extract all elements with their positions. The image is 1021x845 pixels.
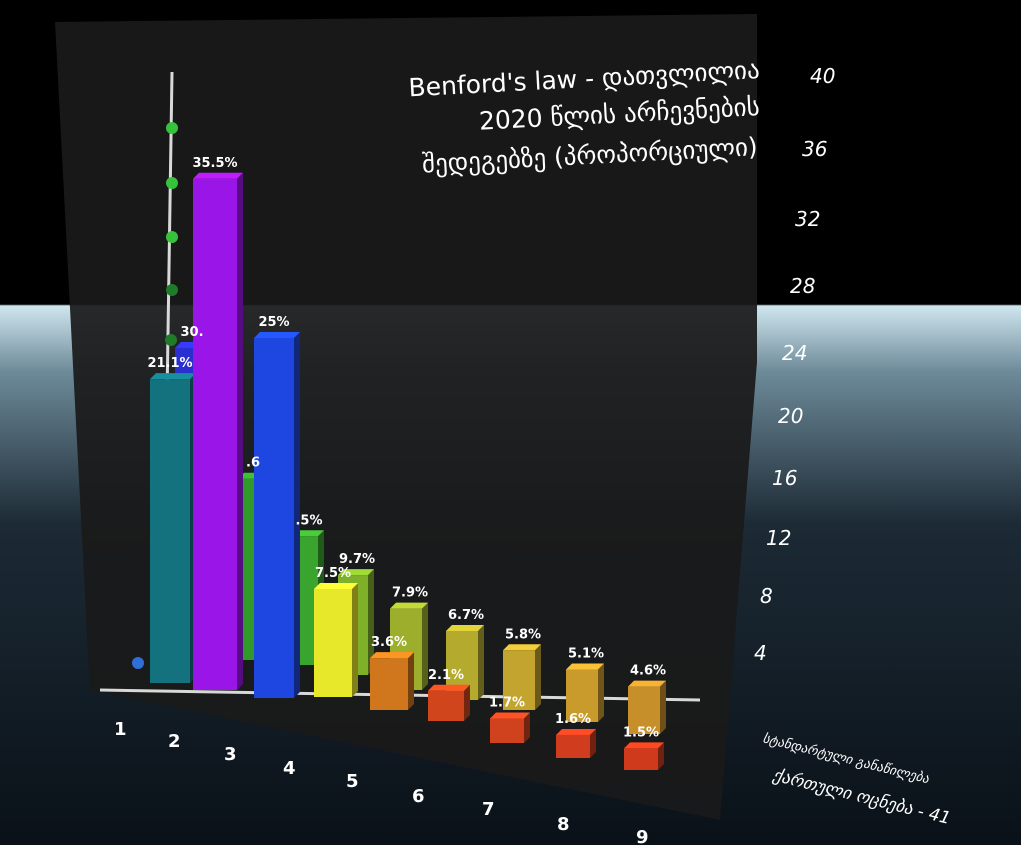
x-category-3: 3 (224, 744, 237, 765)
x-category-2: 2 (168, 731, 181, 752)
x-category-1: 1 (114, 719, 127, 740)
y-tick-24: 24 (782, 341, 807, 365)
data-label-dream-2: 35.5% (192, 156, 237, 171)
bar-dream-3 (254, 332, 300, 698)
data-label-dream-5: 3.6% (371, 635, 407, 650)
data-label-standard-3: .5% (295, 513, 322, 528)
bar-dream-6 (428, 684, 470, 721)
series-dream-bars (150, 172, 664, 770)
data-label-standard-8: 5.1% (568, 646, 604, 661)
y-tick-4: 4 (754, 641, 767, 665)
axis-marker-dot (166, 122, 178, 134)
data-label-dream-9: 1.5% (623, 725, 659, 740)
bar-dream-2 (193, 172, 243, 691)
data-label-standard-6: 6.7% (448, 608, 484, 623)
bar-standard-9 (628, 680, 666, 734)
data-label-standard-5: 7.9% (392, 586, 428, 601)
y-tick-40: 40 (810, 64, 835, 88)
data-label-standard-2: .6 (246, 456, 260, 471)
data-labels: 30. .6 .5% 9.7% 7.9% 6.7% 5.8% 5.1% 4.6% 21.1% 35.… (147, 156, 666, 741)
category-labels: 1 2 3 4 5 6 7 8 9 (114, 719, 649, 845)
x-category-5: 5 (346, 771, 359, 792)
data-label-dream-7: 1.7% (489, 696, 525, 711)
axis-marker-dot (166, 231, 178, 243)
data-label-dream-1: 21.1% (147, 356, 192, 371)
data-label-dream-8: 1.6% (555, 712, 591, 727)
data-label-dream-3: 25% (258, 315, 289, 330)
x-category-4: 4 (283, 758, 296, 779)
bar-dream-8 (556, 728, 596, 758)
data-label-dream-4: 7.5% (315, 566, 351, 581)
x-category-6: 6 (412, 786, 425, 807)
data-label-standard-9: 4.6% (630, 664, 666, 679)
y-tick-20: 20 (778, 404, 803, 428)
bar-standard-8 (566, 663, 604, 722)
data-label-dream-6: 2.1% (428, 668, 464, 683)
y-tick-28: 28 (790, 274, 815, 298)
bar-dream-9 (624, 742, 664, 770)
axis-marker-dot (165, 334, 177, 346)
bar-dream-5 (370, 652, 414, 710)
bar-dream-1 (150, 373, 196, 683)
data-label-standard-7: 5.8% (505, 627, 541, 642)
y-tick-16: 16 (772, 466, 797, 490)
y-tick-8: 8 (760, 584, 773, 608)
bar-dream-7 (490, 712, 530, 743)
axis-marker-dot (166, 177, 178, 189)
y-tick-32: 32 (795, 207, 820, 231)
bar-standard-7 (503, 644, 541, 710)
axis-markers (132, 122, 178, 669)
y-tick-36: 36 (802, 137, 827, 161)
x-category-7: 7 (482, 799, 495, 820)
y-tick-12: 12 (766, 526, 791, 550)
origin-marker-dot (132, 657, 144, 669)
bar-dream-4 (314, 583, 358, 697)
x-category-8: 8 (557, 814, 570, 835)
x-category-9: 9 (636, 827, 649, 845)
y-tick-labels: 4 8 12 16 20 24 28 32 36 40 (754, 64, 835, 665)
data-label-standard-4: 9.7% (339, 552, 375, 567)
data-label-standard-1: 30. (180, 325, 203, 340)
axis-marker-dot (166, 284, 178, 296)
